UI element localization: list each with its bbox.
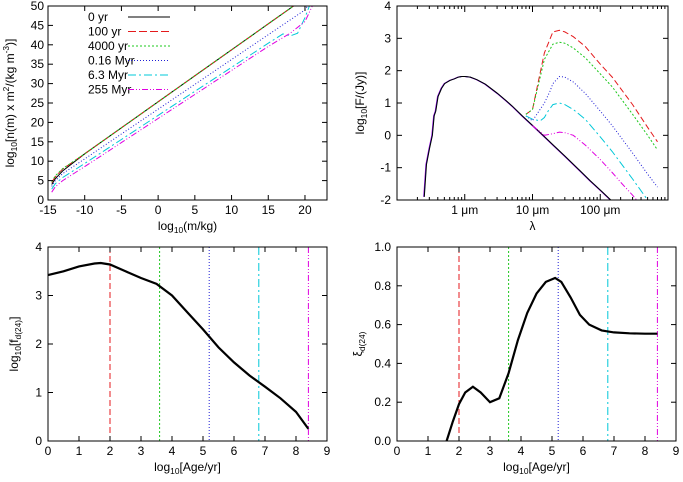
model-curve	[47, 261, 310, 430]
y-tick-label: 1	[384, 96, 391, 110]
legend-label: 100 yr	[88, 25, 121, 39]
x-tick-label: -15	[39, 203, 57, 217]
y-tick-label: 40	[31, 38, 45, 52]
y-tick-label: -1	[380, 161, 391, 175]
y-tick-label: 3	[384, 31, 391, 45]
y-tick-label: 0.8	[374, 279, 391, 293]
mass-distribution-panel: -15 -10 -5 0 5 10 15 20 0 5 10 15 20 25 30 35 40 45 50 log1…	[1, 0, 328, 235]
sed-line-100-yr	[525, 29, 658, 143]
f24-age-panel: 0 1 2 3 4 5 6 7 8 9 0 1 2 3 4 log10[Age/yr] log10[fd(24)…	[7, 240, 331, 476]
x-tick-label: 10 μm	[516, 203, 550, 217]
y-tick-label: 0	[37, 193, 44, 207]
y-tick-label: 4	[384, 0, 391, 13]
x-tick-label: 20	[298, 203, 312, 217]
photosphere-line	[423, 76, 612, 200]
y-axis-label: log10[fd(24)]	[7, 317, 23, 372]
x-tick-label: 9	[324, 444, 331, 458]
x-tick-label: 5	[549, 444, 556, 458]
y-tick-label: 0.0	[374, 434, 391, 448]
model-curve	[445, 276, 658, 442]
x-tick-label: 8	[642, 444, 649, 458]
x-axis-label: λ	[530, 219, 536, 233]
xi24-age-panel: 0 1 2 3 4 5 6 7 8 9 0.0 0.2 0.4 0.6 0.8 1.0 log10[Age/yr…	[351, 240, 680, 476]
photosphere-line	[423, 76, 612, 200]
y-tick-label: 20	[31, 115, 45, 129]
x-tick-label: 0	[45, 444, 52, 458]
series-line-4000-yr	[51, 6, 295, 183]
y-tick-label: 0	[384, 128, 391, 142]
x-tick-label: 0	[394, 444, 401, 458]
y-tick-label: 4	[35, 240, 42, 254]
x-tick-label: 5	[200, 444, 207, 458]
sed-line-4000-yr	[525, 41, 658, 151]
y-tick-label: 5	[37, 174, 44, 188]
x-tick-label: 0	[155, 203, 162, 217]
y-tick-label: 0.2	[374, 395, 391, 409]
legend-label: 0.16 Myr	[88, 54, 135, 68]
x-tick-label: 100 μm	[580, 203, 620, 217]
x-tick-label: 3	[138, 444, 145, 458]
y-axis-label: log10[F/(Jy)]	[353, 72, 369, 135]
sed-panel: 1 μm 10 μm 100 μm -2 -1 0 1 2 3 4 λ log10[F/(Jy)]	[353, 0, 669, 233]
series-line-255-Myr	[51, 6, 313, 193]
legend-label: 4000 yr	[88, 39, 128, 53]
x-tick-label: 4	[169, 444, 176, 458]
photosphere-line	[423, 76, 611, 200]
x-tick-label: 1	[425, 444, 432, 458]
x-tick-label: 15	[262, 203, 276, 217]
y-axis-label: ξd(24)	[351, 331, 367, 356]
y-tick-label: 0	[35, 434, 42, 448]
x-tick-label: 1	[76, 444, 83, 458]
y-tick-label: 50	[31, 0, 45, 13]
x-tick-label: 4	[518, 444, 525, 458]
x-tick-label: 7	[611, 444, 618, 458]
y-tick-label: 0.6	[374, 318, 391, 332]
x-tick-label: 6	[231, 444, 238, 458]
legend-label: 0 yr	[88, 10, 108, 24]
sed-line-6.3-Myr	[525, 102, 649, 200]
x-axis-label: log10[Age/yr]	[503, 460, 570, 476]
x-tick-label: 9	[673, 444, 680, 458]
x-axis-label: log10(m/kg)	[158, 219, 217, 235]
y-tick-label: 15	[31, 135, 45, 149]
legend-label: 6.3 Myr	[88, 68, 128, 82]
plot-frame	[396, 246, 677, 442]
plot-frame	[47, 246, 328, 442]
y-tick-label: 10	[31, 154, 45, 168]
x-tick-label: 6	[580, 444, 587, 458]
sed-line-255-Myr	[532, 125, 638, 200]
y-tick-label: 30	[31, 77, 45, 91]
y-tick-label: 0.4	[374, 356, 391, 370]
x-tick-label: 1 μm	[451, 203, 478, 217]
y-tick-label: 2	[384, 64, 391, 78]
legend-label: 255 Myr	[88, 83, 131, 97]
x-tick-label: 2	[107, 444, 114, 458]
y-tick-label: 1	[35, 386, 42, 400]
x-tick-label: -10	[76, 203, 94, 217]
x-tick-label: 5	[191, 203, 198, 217]
y-tick-label: 25	[31, 96, 45, 110]
y-tick-label: 45	[31, 18, 45, 32]
y-axis-label: log10[n(m) x m2/(kg m-3)]	[1, 39, 19, 168]
y-tick-label: 35	[31, 57, 45, 71]
y-tick-label: 3	[35, 289, 42, 303]
y-tick-label: 2	[35, 337, 42, 351]
sed-line-0.16-Myr	[525, 75, 658, 188]
x-tick-label: 7	[262, 444, 269, 458]
y-tick-label: 1.0	[374, 240, 391, 254]
plot-frame	[396, 5, 669, 201]
y-tick-label: -2	[380, 193, 391, 207]
x-tick-label: 10	[225, 203, 239, 217]
x-axis-label: log10[Age/yr]	[154, 460, 221, 476]
x-tick-label: -5	[116, 203, 127, 217]
x-tick-label: 8	[293, 444, 300, 458]
x-tick-label: 2	[456, 444, 463, 458]
series-line-6.3-Myr	[51, 6, 310, 190]
series-line-0.16-Myr	[51, 6, 309, 187]
x-tick-label: 3	[487, 444, 494, 458]
